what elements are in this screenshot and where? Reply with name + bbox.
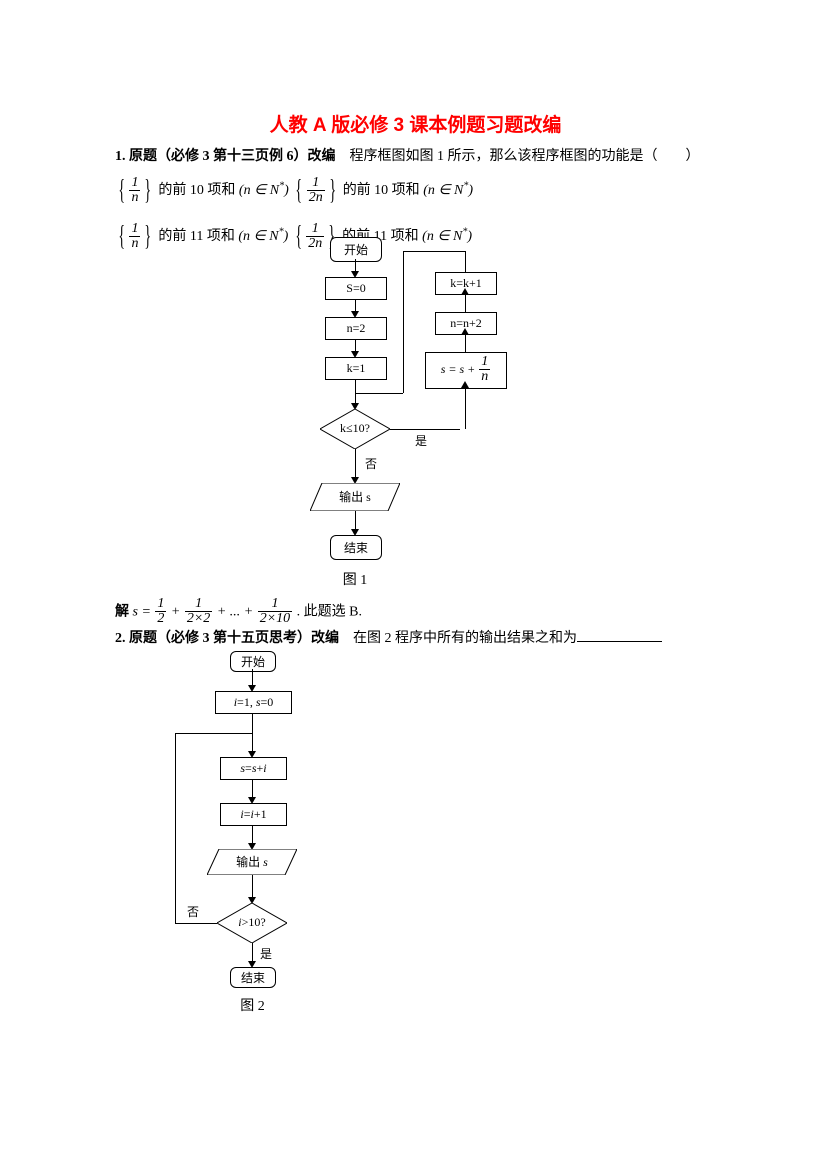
- sol-seq: s =: [133, 604, 155, 619]
- fc1-start: 开始: [330, 237, 382, 262]
- edge: [465, 251, 466, 272]
- sol-pre: 解: [115, 604, 129, 619]
- close-1: ): [284, 183, 289, 198]
- edge: [390, 429, 460, 430]
- brace-close-icon: }: [329, 175, 336, 207]
- fc2-start: 开始: [230, 651, 276, 672]
- fc2-yes-label: 是: [260, 945, 272, 962]
- fc2-output: 输出 s: [207, 849, 297, 875]
- edge: [355, 449, 356, 479]
- fc1-out-label: 输出 s: [310, 483, 400, 511]
- brace-close-icon: }: [145, 221, 152, 253]
- answer-blank: [577, 627, 662, 642]
- nN-3: (n ∈ N: [238, 229, 278, 244]
- frac: 12×2: [185, 597, 212, 627]
- nN-1: (n ∈ N: [239, 183, 279, 198]
- flowchart-1: 开始 S=0 n=2 k=1 k≤10? 是 s = s + 1n n=n+2: [285, 237, 545, 627]
- frac-1-over-2n: 12n: [307, 176, 325, 206]
- brace-open-icon: {: [296, 175, 303, 207]
- flowchart-2: 开始 i=1, s=0 s=s+i i=i+1 输出 s i>10?: [165, 651, 365, 1021]
- fc2-end: 结束: [230, 967, 276, 988]
- q1-lead-rest: 程序框图如图 1 所示，那么该程序框图的功能是（ ）: [336, 149, 700, 164]
- page-title: 人教 A 版必修 3 课本例题习题改编: [115, 110, 716, 137]
- fc1-sum-text: s = s +: [441, 362, 479, 376]
- brace-open-icon: {: [118, 221, 125, 253]
- edge: [252, 779, 253, 799]
- edge: [403, 251, 404, 393]
- fc2-box-init: i=1, s=0: [215, 691, 292, 714]
- edge: [355, 511, 356, 531]
- edge: [355, 379, 356, 405]
- fc1-cond-label: k≤10?: [320, 409, 390, 449]
- edge: [175, 923, 217, 924]
- edge: [252, 875, 253, 899]
- edge: [252, 943, 253, 963]
- arrow-up-icon: [461, 328, 469, 335]
- q1-options-row1: {1n} 的前 10 项和 (n ∈ N*) {12n} 的前 10 项和 (n…: [115, 175, 716, 207]
- q1-lead-bold: 1. 原题（必修 3 第十三页例 6）改编: [115, 149, 336, 164]
- q2-lead-bold: 2. 原题（必修 3 第十五页思考）改编: [115, 631, 339, 646]
- frac-1-over-n: 1n: [129, 222, 140, 252]
- edge: [355, 393, 403, 394]
- edge: [252, 825, 253, 845]
- nN-2: (n ∈ N: [423, 183, 463, 198]
- fc1-caption: 图 1: [285, 569, 425, 589]
- fc2-no-label: 否: [187, 903, 199, 920]
- fc2-box-inc: i=i+1: [220, 803, 287, 826]
- fc1-box-s0: S=0: [325, 277, 387, 300]
- edge: [465, 294, 466, 312]
- edge: [403, 251, 465, 252]
- edge: [465, 334, 466, 352]
- optB-mid: 的前 10 项和: [343, 183, 420, 198]
- fc1-no-label: 否: [365, 455, 377, 472]
- arrow-up-icon: [461, 288, 469, 295]
- optC-mid: 的前 11 项和: [158, 229, 234, 244]
- fc1-sum-den: n: [479, 370, 490, 385]
- fc2-caption: 图 2: [205, 995, 300, 1015]
- fc1-decision: k≤10?: [320, 409, 390, 449]
- close-2: ): [468, 183, 473, 198]
- fc1-yes-label: 是: [415, 432, 427, 449]
- brace-close-icon: }: [145, 175, 152, 207]
- fc2-out-label: 输出 s: [236, 853, 268, 870]
- fc1-sum-num: 1: [479, 355, 490, 371]
- fc1-output: 输出 s: [310, 483, 400, 511]
- fc2-decision: i>10?: [217, 903, 287, 943]
- edge: [175, 733, 252, 734]
- fc1-box-n2: n=2: [325, 317, 387, 340]
- fc2-box-sum: s=s+i: [220, 757, 287, 780]
- frac: 12: [155, 597, 166, 627]
- brace-open-icon: {: [118, 175, 125, 207]
- q1-lead: 1. 原题（必修 3 第十三页例 6）改编 程序框图如图 1 所示，那么该程序框…: [115, 145, 716, 169]
- optA-mid: 的前 10 项和: [158, 183, 235, 198]
- frac-1-over-n: 1n: [129, 176, 140, 206]
- q2-lead: 2. 原题（必修 3 第十五页思考）改编 在图 2 程序中所有的输出结果之和为: [115, 627, 716, 651]
- edge: [252, 713, 253, 753]
- q2-lead-rest: 在图 2 程序中所有的输出结果之和为: [339, 631, 577, 646]
- fc1-end: 结束: [330, 535, 382, 560]
- fc1-box-k1: k=1: [325, 357, 387, 380]
- edge: [465, 387, 466, 429]
- arrow-up-icon: [461, 381, 469, 388]
- edge: [175, 733, 176, 923]
